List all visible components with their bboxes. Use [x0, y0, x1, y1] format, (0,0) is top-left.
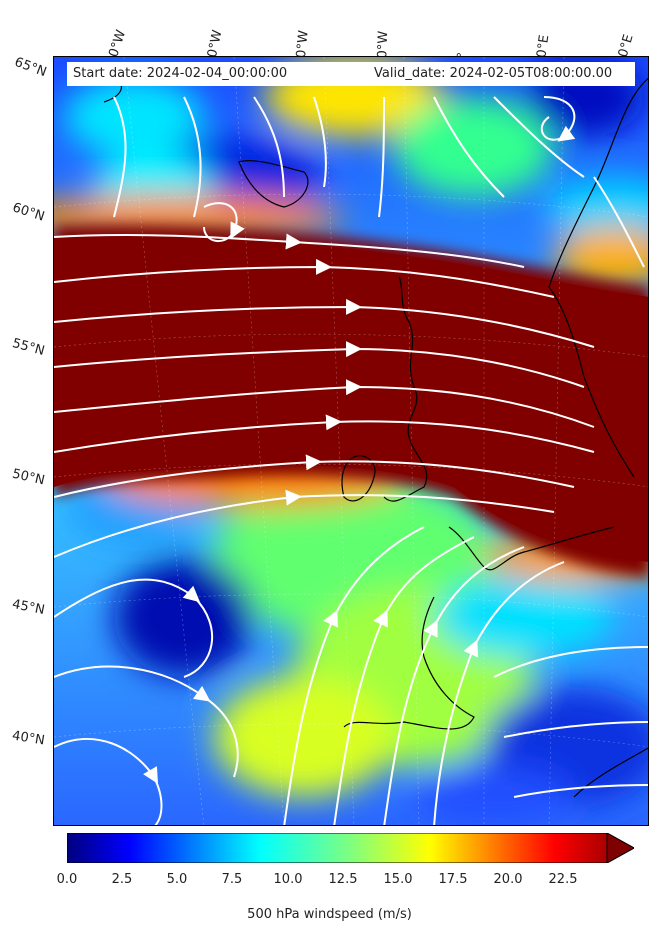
lat-label-55n: 55°N	[10, 336, 47, 359]
wind-map	[53, 56, 649, 826]
cb-tick-12-5: 12.5	[328, 872, 358, 887]
colorbar-label: 500 hPa windspeed (m/s)	[247, 907, 412, 922]
lat-label-45n: 45°N	[10, 597, 46, 618]
windspeed-colorbar	[67, 833, 634, 863]
lat-label-40n: 40°N	[11, 728, 46, 749]
cb-tick-2-5: 2.5	[111, 872, 133, 887]
lat-label-65n: 65°N	[12, 54, 49, 81]
cb-tick-7-5: 7.5	[221, 872, 243, 887]
cb-tick-15: 15.0	[383, 872, 413, 887]
cb-tick-10: 10.0	[273, 872, 303, 887]
streamlines	[54, 96, 648, 825]
cb-tick-20: 20.0	[493, 872, 523, 887]
windspeed-field	[54, 57, 648, 825]
cb-tick-17-5: 17.5	[438, 872, 468, 887]
coastline	[103, 76, 648, 798]
cb-tick-0: 0.0	[56, 872, 78, 887]
lat-label-50n: 50°N	[10, 466, 47, 489]
lat-label-60n: 60°N	[10, 200, 47, 225]
valid-date-label: Valid_date: 2024-02-05T08:00:00.00	[367, 62, 635, 86]
cb-tick-22-5: 22.5	[548, 872, 578, 887]
start-date-label: Start date: 2024-02-04_00:00:00	[67, 62, 367, 86]
cb-tick-5: 5.0	[166, 872, 188, 887]
